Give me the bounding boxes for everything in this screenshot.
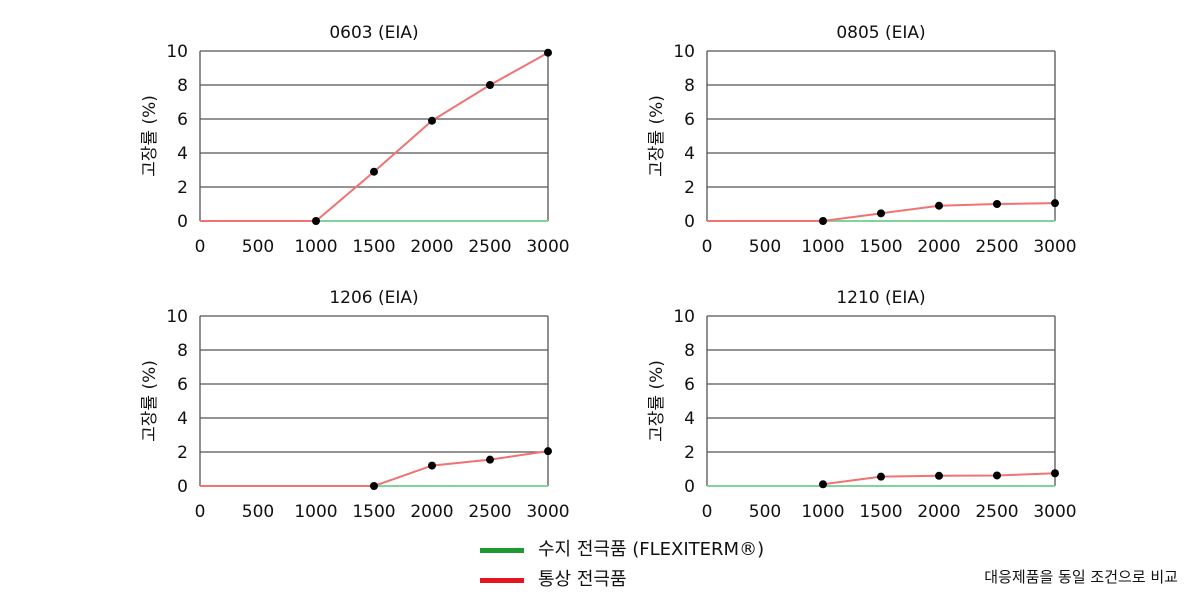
data-point xyxy=(370,482,378,490)
x-tick-label: 2500 xyxy=(975,237,1018,257)
data-point xyxy=(370,167,378,176)
x-tick-label: 0 xyxy=(195,237,206,257)
y-axis-label: 고장률 (%) xyxy=(647,360,667,442)
x-tick-label: 500 xyxy=(749,237,781,257)
y-tick-label: 8 xyxy=(177,76,188,96)
y-tick-label: 0 xyxy=(177,477,188,497)
chart-title: 0603 (EIA) xyxy=(329,23,418,43)
y-tick-label: 0 xyxy=(684,212,695,232)
chart-title: 1210 (EIA) xyxy=(836,288,925,308)
data-point xyxy=(428,116,436,125)
x-tick-label: 3000 xyxy=(526,502,569,522)
y-tick-label: 4 xyxy=(177,144,188,164)
y-tick-label: 4 xyxy=(177,409,188,429)
x-tick-label: 2000 xyxy=(917,502,960,522)
x-tick-label: 2000 xyxy=(410,502,453,522)
data-point xyxy=(877,209,885,218)
x-tick-label: 3000 xyxy=(1033,502,1076,522)
data-point xyxy=(993,200,1001,208)
y-axis-label: 고장률 (%) xyxy=(140,360,160,442)
x-tick-label: 1500 xyxy=(859,237,902,257)
series-line-standard xyxy=(707,202,1056,222)
y-tick-label: 0 xyxy=(684,477,695,497)
legend-label-standard: 통상 전극품 xyxy=(538,569,627,590)
y-tick-label: 6 xyxy=(684,375,695,395)
y-tick-label: 2 xyxy=(684,443,695,463)
y-tick-label: 6 xyxy=(177,110,188,130)
x-tick-label: 1500 xyxy=(859,502,902,522)
y-axis-label: 고장률 (%) xyxy=(647,95,667,177)
data-point xyxy=(544,48,552,57)
x-tick-label: 1000 xyxy=(294,502,337,522)
y-tick-label: 4 xyxy=(684,409,695,429)
chart-panel: 1206 (EIA) 0 2 4 6 8 10 0 500 1000 1500 2000 2500 300… xyxy=(140,288,570,522)
y-tick-label: 6 xyxy=(684,110,695,130)
x-tick-label: 2500 xyxy=(468,237,511,257)
x-tick-label: 2500 xyxy=(468,502,511,522)
x-tick-label: 0 xyxy=(702,237,713,257)
y-tick-label: 10 xyxy=(673,42,695,62)
legend-swatch-standard xyxy=(480,578,524,583)
chart-title: 0805 (EIA) xyxy=(836,23,925,43)
data-point xyxy=(819,480,827,489)
x-tick-label: 1000 xyxy=(294,237,337,257)
data-point xyxy=(1051,199,1059,208)
y-tick-label: 8 xyxy=(684,76,695,96)
x-tick-label: 2000 xyxy=(917,237,960,257)
y-axis-label: 고장률 (%) xyxy=(140,95,160,177)
data-point xyxy=(819,217,827,225)
x-tick-label: 2000 xyxy=(410,237,453,257)
series-line-standard xyxy=(200,51,549,222)
series-line-standard xyxy=(200,450,549,487)
data-point xyxy=(486,81,494,89)
y-tick-label: 8 xyxy=(684,341,695,361)
y-tick-label: 2 xyxy=(177,443,188,463)
x-tick-label: 1000 xyxy=(801,502,844,522)
data-point xyxy=(312,217,320,225)
data-point xyxy=(1051,469,1059,478)
y-tick-label: 2 xyxy=(684,178,695,198)
y-tick-label: 10 xyxy=(673,307,695,327)
y-tick-label: 0 xyxy=(177,212,188,232)
x-tick-label: 3000 xyxy=(526,237,569,257)
x-tick-label: 3000 xyxy=(1033,237,1076,257)
data-point xyxy=(544,447,552,456)
y-tick-label: 10 xyxy=(166,42,188,62)
chart-panel: 0603 (EIA) 0 2 4 6 8 10 0 500 1000 1500 2000 2500 300… xyxy=(140,23,570,257)
chart-panel: 0805 (EIA) 0 2 4 6 8 10 0 500 1000 1500 2000 2500 300… xyxy=(647,23,1077,257)
x-tick-label: 500 xyxy=(242,237,274,257)
x-tick-label: 500 xyxy=(242,502,274,522)
y-tick-label: 10 xyxy=(166,307,188,327)
data-point xyxy=(428,461,436,470)
data-point xyxy=(486,455,494,464)
footnote: 대응제품을 동일 조건으로 비교 xyxy=(984,568,1178,586)
x-tick-label: 500 xyxy=(749,502,781,522)
data-point xyxy=(935,201,943,210)
x-tick-label: 1500 xyxy=(352,237,395,257)
x-tick-label: 0 xyxy=(702,502,713,522)
data-point xyxy=(935,471,943,480)
data-point xyxy=(993,471,1001,480)
x-tick-label: 0 xyxy=(195,502,206,522)
x-tick-label: 1500 xyxy=(352,502,395,522)
x-tick-label: 2500 xyxy=(975,502,1018,522)
chart-panel: 1210 (EIA) 0 2 4 6 8 10 0 500 1000 1500 2000 2500 300… xyxy=(647,288,1077,522)
data-point xyxy=(877,472,885,481)
chart-title: 1206 (EIA) xyxy=(329,288,418,308)
legend-label-resin: 수지 전극품 (FLEXITERM®) xyxy=(538,539,765,560)
y-tick-label: 4 xyxy=(684,144,695,164)
legend-swatch-resin xyxy=(480,548,524,553)
y-tick-label: 8 xyxy=(177,341,188,361)
x-tick-label: 1000 xyxy=(801,237,844,257)
y-tick-label: 6 xyxy=(177,375,188,395)
y-tick-label: 2 xyxy=(177,178,188,198)
